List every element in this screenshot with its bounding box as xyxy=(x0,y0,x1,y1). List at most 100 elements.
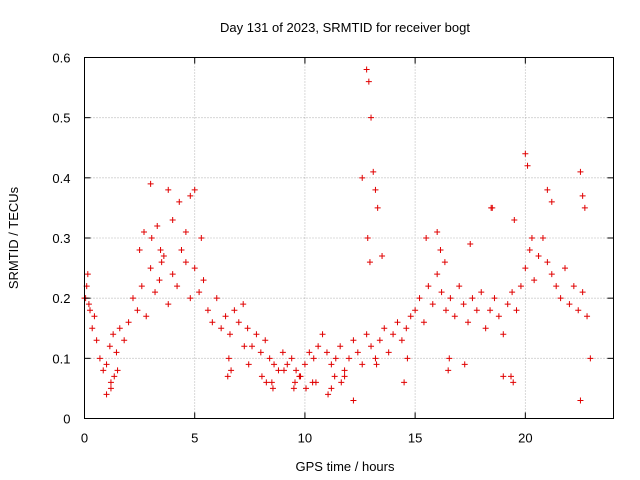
data-point xyxy=(266,355,273,362)
data-point xyxy=(85,301,92,308)
data-point xyxy=(249,343,256,350)
data-point xyxy=(213,295,220,302)
data-point xyxy=(526,247,533,254)
data-point xyxy=(341,367,348,374)
data-point xyxy=(200,277,207,284)
data-point xyxy=(446,355,453,362)
data-point xyxy=(423,235,430,241)
data-point xyxy=(291,379,298,386)
data-point xyxy=(539,235,546,241)
data-point xyxy=(522,150,529,157)
data-point xyxy=(524,162,531,169)
data-point xyxy=(429,301,436,308)
data-point xyxy=(528,235,535,241)
data-point xyxy=(147,180,154,187)
data-point xyxy=(121,337,128,344)
data-point xyxy=(478,289,485,296)
data-point xyxy=(372,355,379,362)
y-tick-label: 0.4 xyxy=(52,171,70,186)
data-point xyxy=(442,307,449,314)
data-point xyxy=(204,307,211,314)
data-point xyxy=(328,385,335,392)
data-point xyxy=(460,301,467,308)
data-point xyxy=(325,391,332,398)
data-point xyxy=(191,265,198,272)
data-point xyxy=(338,379,345,386)
data-point xyxy=(240,301,247,308)
data-point xyxy=(366,259,373,266)
data-point xyxy=(231,307,238,314)
data-point xyxy=(451,313,458,320)
data-point xyxy=(165,186,172,193)
data-point xyxy=(315,343,322,350)
data-point xyxy=(404,355,411,362)
data-point xyxy=(434,271,441,278)
data-point xyxy=(557,295,564,302)
data-point xyxy=(138,283,145,290)
data-point xyxy=(228,367,235,374)
data-point xyxy=(403,325,410,332)
x-axis-label: GPS time / hours xyxy=(296,459,395,474)
data-point xyxy=(309,379,316,386)
y-tick-label: 0.3 xyxy=(52,231,70,246)
data-point xyxy=(337,343,344,350)
data-point xyxy=(456,283,463,290)
data-point xyxy=(350,337,357,344)
data-point xyxy=(570,283,577,290)
data-point xyxy=(420,319,427,326)
data-point xyxy=(566,301,573,308)
data-point xyxy=(157,247,164,254)
data-point xyxy=(364,235,371,241)
data-point xyxy=(328,361,335,368)
data-point xyxy=(222,313,229,320)
data-point xyxy=(398,337,405,344)
data-point xyxy=(373,361,380,368)
data-point xyxy=(182,259,189,266)
data-point xyxy=(152,289,159,296)
data-point xyxy=(103,361,110,368)
x-tick-label: 10 xyxy=(298,431,312,446)
data-point xyxy=(169,216,176,223)
data-point xyxy=(332,355,339,362)
data-point xyxy=(390,331,397,338)
data-point xyxy=(176,198,183,205)
data-point xyxy=(401,379,408,386)
x-tick-label: 5 xyxy=(191,431,198,446)
data-point xyxy=(306,349,313,356)
data-point xyxy=(169,271,176,278)
data-point xyxy=(581,204,588,211)
data-point xyxy=(268,379,275,386)
data-point xyxy=(517,283,524,290)
data-point xyxy=(156,277,163,284)
data-point xyxy=(301,361,308,368)
data-point xyxy=(263,379,270,386)
data-point xyxy=(113,349,120,356)
data-point xyxy=(331,373,338,380)
data-point xyxy=(553,283,560,290)
data-point xyxy=(253,331,260,338)
data-point xyxy=(290,385,297,392)
data-point xyxy=(465,319,472,326)
data-point xyxy=(288,355,295,362)
data-point xyxy=(522,265,529,272)
data-point xyxy=(508,373,515,380)
y-tick-label: 0.2 xyxy=(52,291,70,306)
data-point xyxy=(531,277,538,284)
data-point xyxy=(245,361,252,368)
data-point xyxy=(379,253,386,260)
data-point xyxy=(303,385,310,392)
y-axis-label: SRMTID / TECUs xyxy=(6,186,21,289)
data-point xyxy=(438,289,445,296)
data-point xyxy=(445,367,452,374)
data-point xyxy=(209,319,216,326)
data-point xyxy=(134,307,141,314)
data-point xyxy=(279,349,286,356)
data-point xyxy=(394,319,401,326)
data-point xyxy=(310,355,317,362)
x-tick-label: 20 xyxy=(518,431,532,446)
data-point xyxy=(136,247,143,254)
data-point xyxy=(191,186,198,193)
data-point xyxy=(111,373,118,380)
data-point xyxy=(363,66,370,73)
